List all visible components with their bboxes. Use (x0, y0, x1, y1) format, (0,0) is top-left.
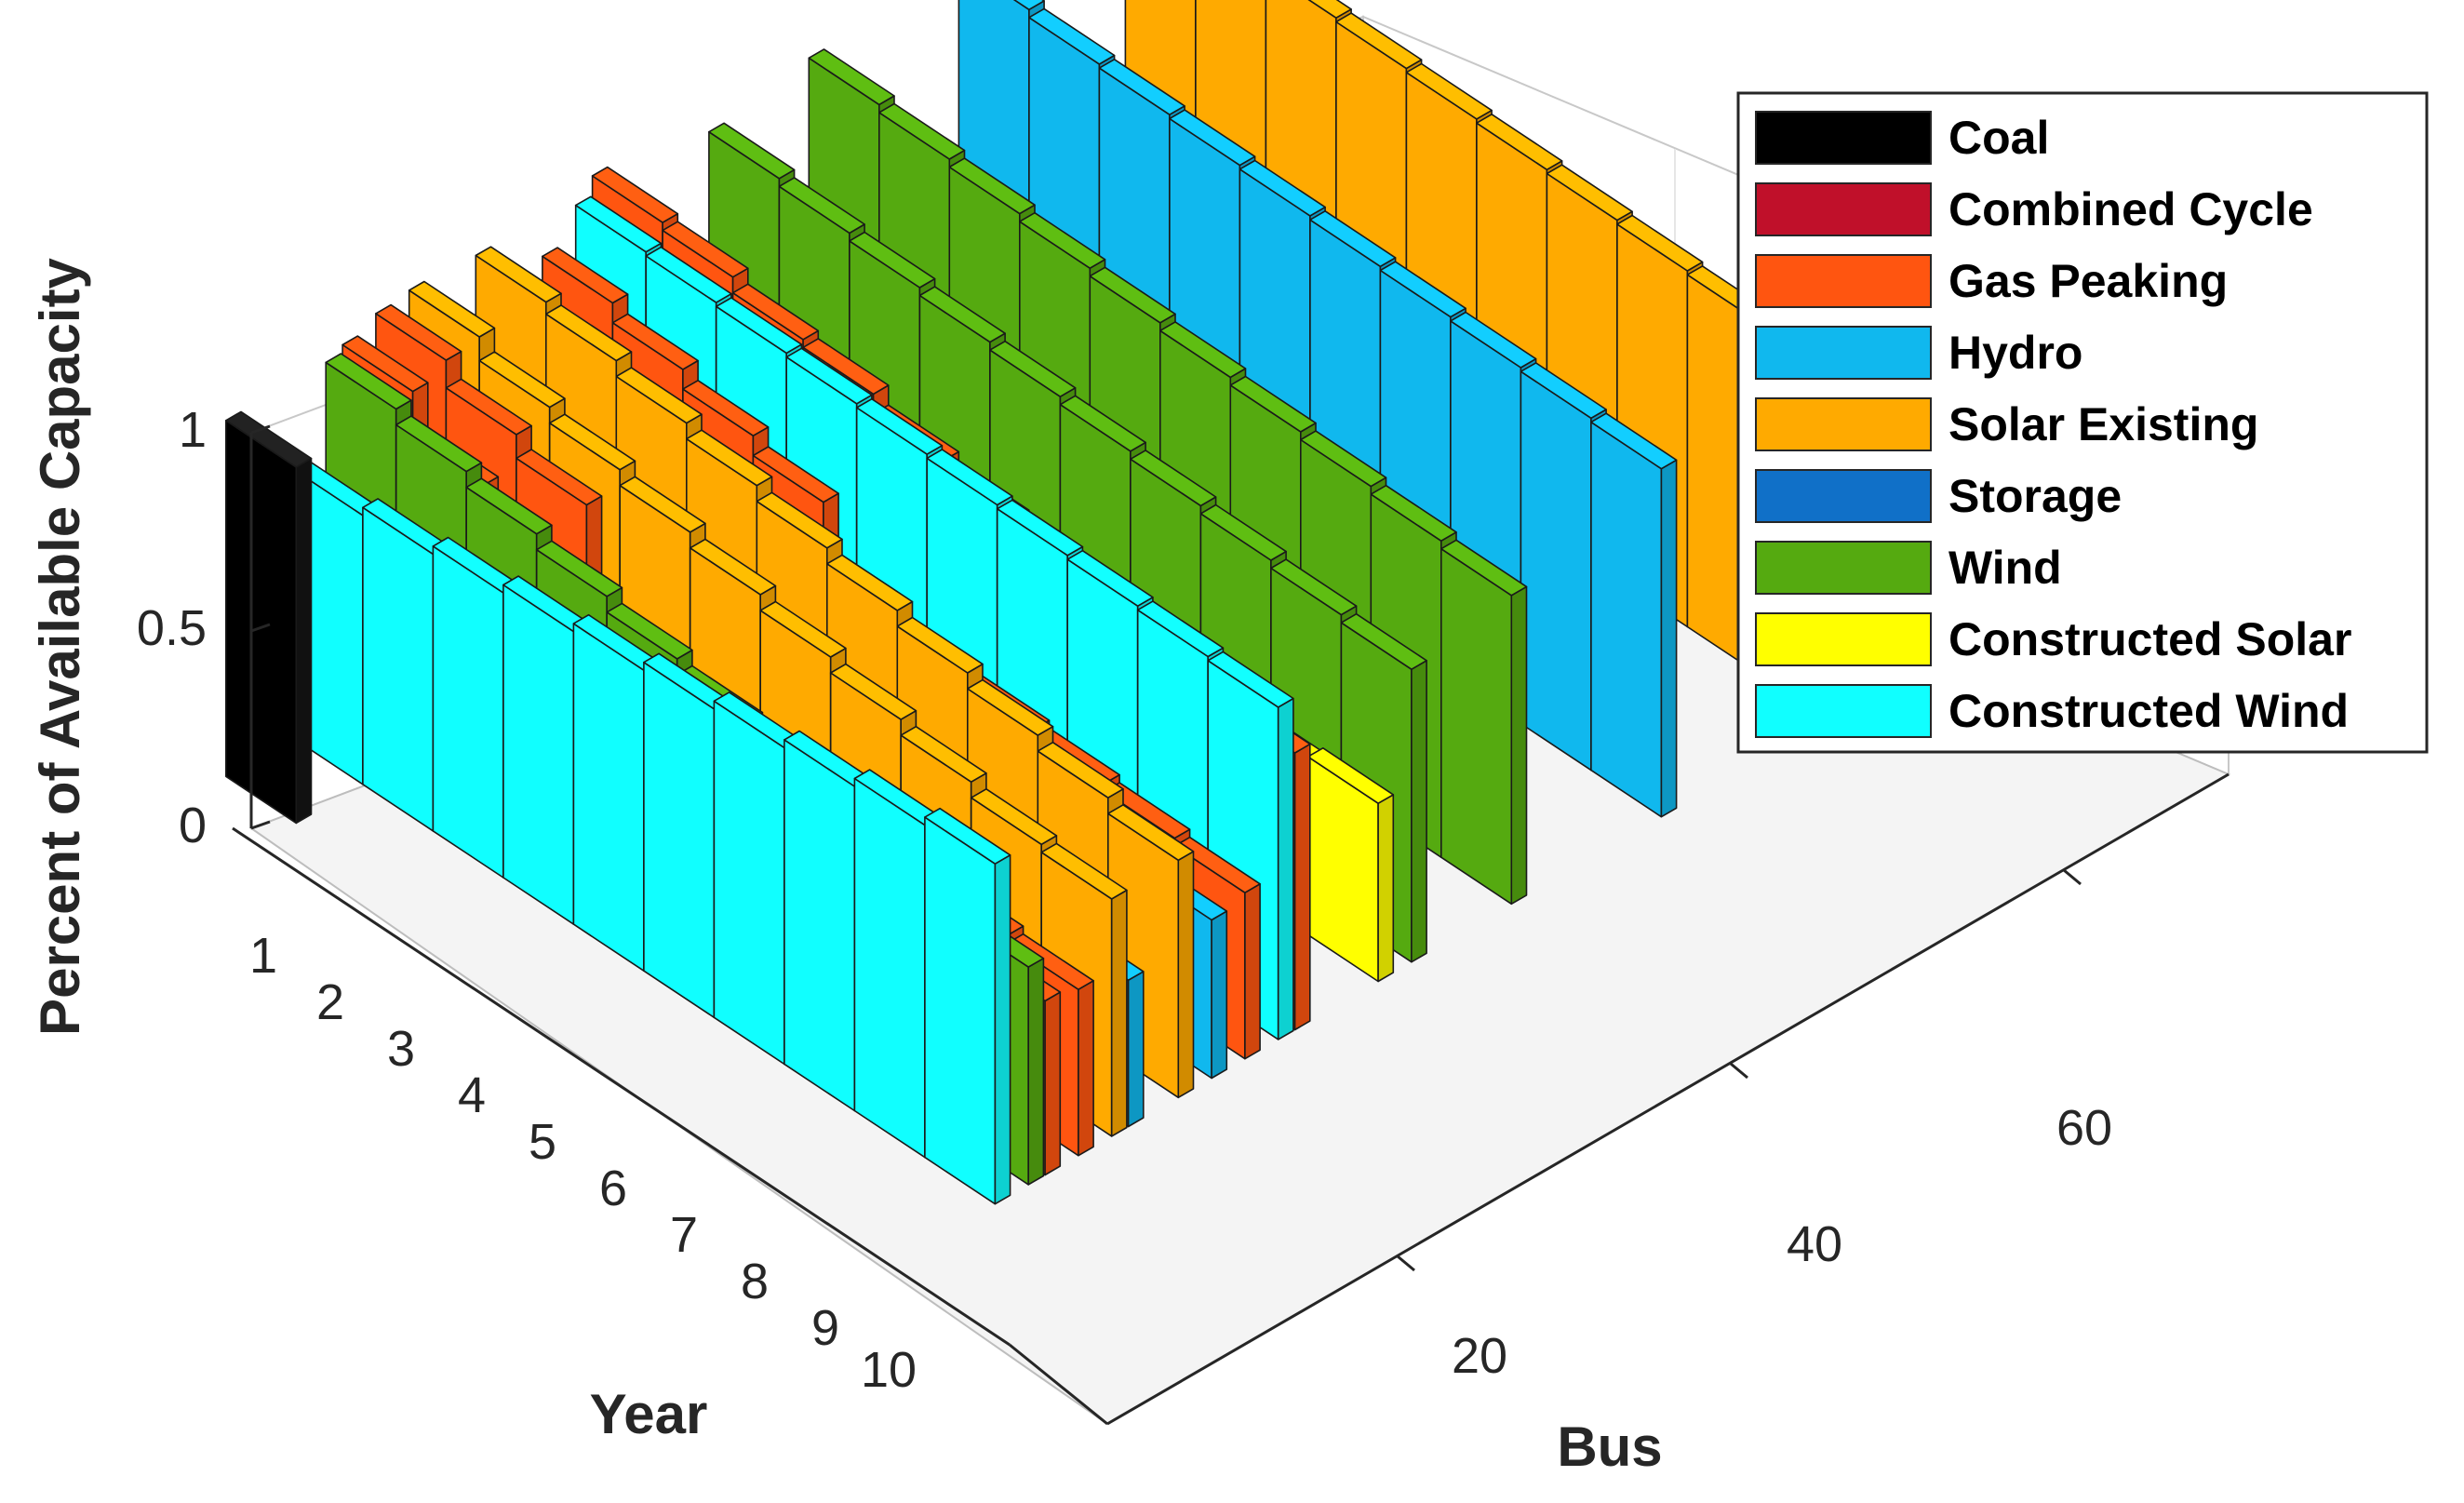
bus-tick-labels: 20 40 60 (1452, 1100, 2112, 1384)
legend-item: Gas Peaking (1755, 254, 2228, 308)
year-tick-labels: 1 2 3 4 5 6 7 8 9 10 (249, 928, 917, 1398)
legend-label: Combined Cycle (1948, 183, 2313, 235)
z-tick-label: 1 (179, 402, 207, 458)
z-tick-label: 0 (179, 798, 207, 853)
bus-axis-title: Bus (1557, 1416, 1662, 1478)
bar (1590, 412, 1678, 818)
legend-label: Wind (1948, 542, 2062, 594)
legend-swatch (1755, 326, 1932, 380)
z-axis-title: Percent of Available Capacity (29, 257, 91, 1036)
legend-swatch (1755, 111, 1932, 165)
year-tick-label: 6 (599, 1161, 627, 1216)
bar (225, 410, 313, 825)
bar (924, 807, 1011, 1205)
legend-swatch (1755, 541, 1932, 595)
bar (1440, 539, 1528, 906)
legend-swatch (1755, 254, 1932, 308)
legend-swatch (1755, 612, 1932, 666)
z-tick-label: 0.5 (137, 600, 207, 656)
year-tick-label: 5 (529, 1114, 556, 1170)
year-axis-title: Year (590, 1383, 708, 1445)
legend-item: Constructed Solar (1755, 612, 2351, 666)
legend-swatch (1755, 182, 1932, 236)
bus-tick-label: 40 (1787, 1216, 1842, 1272)
legend-label: Constructed Wind (1948, 685, 2349, 737)
tick-marks (250, 424, 2082, 1272)
legend-label: Storage (1948, 470, 2122, 522)
legend-swatch (1755, 397, 1932, 451)
bars (225, 0, 1844, 1205)
year-tick-label: 2 (316, 974, 344, 1030)
bus-tick-label: 20 (1452, 1328, 1507, 1384)
legend-label: Gas Peaking (1948, 255, 2228, 307)
legend-item: Combined Cycle (1755, 182, 2313, 236)
legend-items: Coal Combined Cycle Gas Peaking Hydro So… (1755, 111, 2351, 738)
year-tick-label: 10 (861, 1342, 917, 1398)
legend-label: Hydro (1948, 327, 2082, 379)
legend-label: Solar Existing (1948, 398, 2258, 450)
year-tick-label: 7 (670, 1207, 698, 1263)
z-tick-labels: 0 0.5 1 (137, 402, 207, 853)
year-tick-label: 9 (811, 1300, 839, 1356)
legend-item: Storage (1755, 469, 2122, 523)
year-tick-label: 4 (458, 1067, 486, 1123)
year-tick-label: 3 (387, 1021, 415, 1077)
legend-item: Hydro (1755, 326, 2082, 380)
bar (1306, 746, 1395, 983)
legend-item: Wind (1755, 541, 2062, 595)
bus-tick-label: 60 (2056, 1100, 2112, 1156)
legend-swatch (1755, 684, 1932, 738)
legend-item: Coal (1755, 111, 2049, 165)
legend-label: Coal (1948, 112, 2049, 164)
legend-swatch (1755, 469, 1932, 523)
legend: Coal Combined Cycle Gas Peaking Hydro So… (1736, 91, 2429, 754)
legend-item: Solar Existing (1755, 397, 2258, 451)
year-tick-label: 8 (741, 1254, 769, 1309)
year-tick-label: 1 (249, 928, 277, 984)
legend-item: Constructed Wind (1755, 684, 2349, 738)
legend-label: Constructed Solar (1948, 613, 2351, 665)
